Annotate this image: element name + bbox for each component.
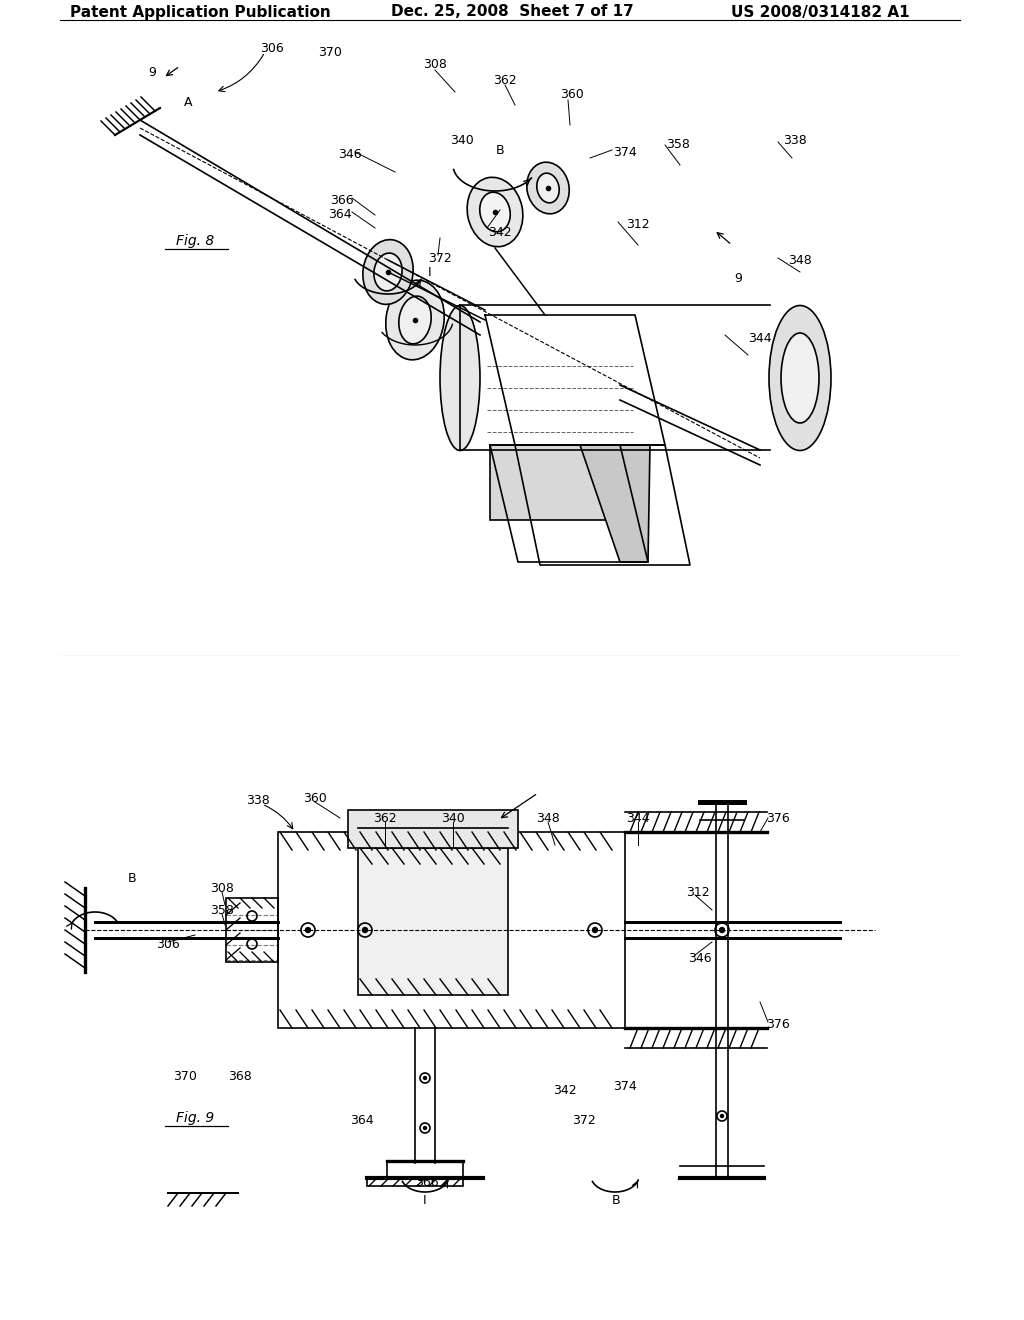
Circle shape xyxy=(721,1114,724,1118)
Ellipse shape xyxy=(467,177,523,247)
Text: Dec. 25, 2008  Sheet 7 of 17: Dec. 25, 2008 Sheet 7 of 17 xyxy=(390,4,634,20)
Text: 340: 340 xyxy=(441,812,465,825)
Polygon shape xyxy=(580,445,650,562)
Bar xyxy=(490,445,620,520)
Ellipse shape xyxy=(781,333,819,422)
Text: 362: 362 xyxy=(373,812,397,825)
Text: 306: 306 xyxy=(156,939,180,952)
Text: 358: 358 xyxy=(666,139,690,152)
Text: B: B xyxy=(128,871,136,884)
Ellipse shape xyxy=(386,280,444,360)
Text: 308: 308 xyxy=(423,58,446,71)
Text: A: A xyxy=(183,95,193,108)
Bar xyxy=(348,810,518,847)
Text: 346: 346 xyxy=(338,149,361,161)
Text: 342: 342 xyxy=(553,1084,577,1097)
Text: 346: 346 xyxy=(688,952,712,965)
Text: 9: 9 xyxy=(148,66,156,78)
Text: 308: 308 xyxy=(210,882,233,895)
Text: 366: 366 xyxy=(330,194,354,206)
Text: 366: 366 xyxy=(415,1176,439,1189)
Text: 376: 376 xyxy=(766,1019,790,1031)
Text: Patent Application Publication: Patent Application Publication xyxy=(70,4,331,20)
Text: 306: 306 xyxy=(260,41,284,54)
Text: 364: 364 xyxy=(350,1114,374,1126)
Bar xyxy=(367,1177,463,1185)
Text: 370: 370 xyxy=(318,45,342,58)
Text: 360: 360 xyxy=(303,792,327,804)
Text: 374: 374 xyxy=(613,145,637,158)
Ellipse shape xyxy=(526,162,569,214)
Text: 340: 340 xyxy=(451,133,474,147)
Text: B: B xyxy=(496,144,504,157)
Ellipse shape xyxy=(480,193,510,232)
Circle shape xyxy=(424,1126,427,1130)
Text: 374: 374 xyxy=(613,1080,637,1093)
Text: 376: 376 xyxy=(766,812,790,825)
Text: 338: 338 xyxy=(783,133,807,147)
Bar xyxy=(358,847,508,995)
Text: 9: 9 xyxy=(734,272,742,285)
Ellipse shape xyxy=(537,173,559,203)
Text: 338: 338 xyxy=(246,793,270,807)
Text: 358: 358 xyxy=(210,903,233,916)
Ellipse shape xyxy=(374,253,402,290)
Circle shape xyxy=(305,928,310,932)
Ellipse shape xyxy=(398,296,431,345)
Ellipse shape xyxy=(440,305,480,450)
Text: 370: 370 xyxy=(173,1069,197,1082)
Text: 348: 348 xyxy=(537,812,560,825)
Circle shape xyxy=(593,928,597,932)
Circle shape xyxy=(720,928,725,932)
Text: 344: 344 xyxy=(627,812,650,825)
Circle shape xyxy=(362,928,368,932)
Text: I: I xyxy=(428,265,432,279)
Text: 348: 348 xyxy=(788,253,812,267)
Text: 312: 312 xyxy=(686,886,710,899)
Text: 312: 312 xyxy=(627,219,650,231)
Ellipse shape xyxy=(769,305,831,450)
Ellipse shape xyxy=(362,240,413,305)
Text: 362: 362 xyxy=(494,74,517,87)
Bar xyxy=(278,832,625,1028)
Text: Fig. 9: Fig. 9 xyxy=(176,1111,214,1125)
Text: US 2008/0314182 A1: US 2008/0314182 A1 xyxy=(731,4,909,20)
Text: B: B xyxy=(611,1193,621,1206)
Text: 368: 368 xyxy=(228,1069,252,1082)
Text: 364: 364 xyxy=(328,209,352,222)
Text: Fig. 8: Fig. 8 xyxy=(176,234,214,248)
Text: 344: 344 xyxy=(749,331,772,345)
Text: I: I xyxy=(423,1193,427,1206)
Text: 372: 372 xyxy=(572,1114,596,1126)
Bar xyxy=(226,898,278,962)
Text: 342: 342 xyxy=(488,226,512,239)
Text: 372: 372 xyxy=(428,252,452,264)
Circle shape xyxy=(424,1077,427,1080)
Text: 360: 360 xyxy=(560,87,584,100)
